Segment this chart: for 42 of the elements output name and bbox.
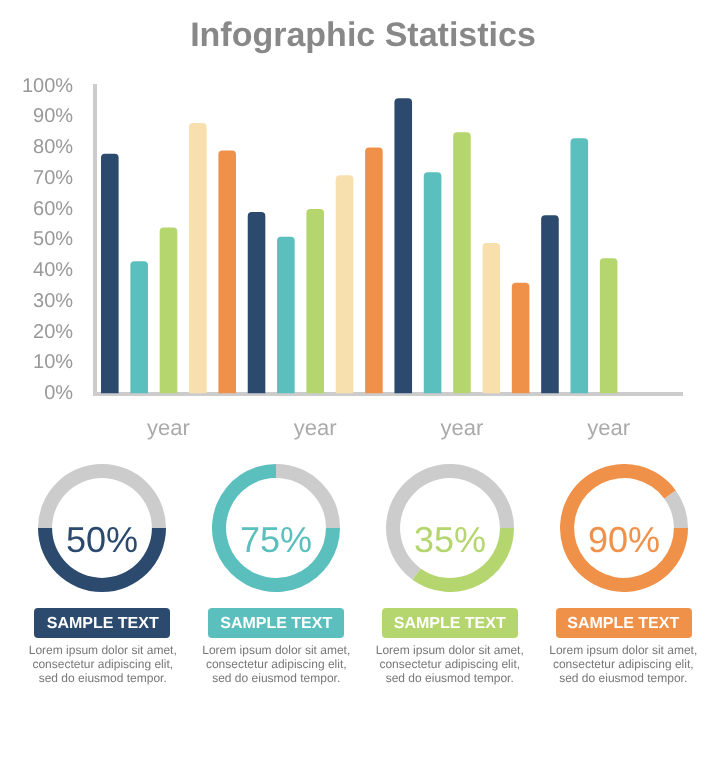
x-tick-label: year	[293, 416, 338, 441]
bar	[218, 150, 236, 394]
y-tick-label: 10%	[33, 352, 74, 375]
bar	[247, 212, 266, 394]
y-tick-label: 50%	[33, 229, 74, 252]
text: SAMPLE TEXT	[555, 608, 692, 638]
bar	[159, 227, 178, 394]
bar	[335, 175, 354, 394]
data-label: 35%	[413, 519, 486, 560]
bar	[189, 122, 207, 394]
y-tick-label: 40%	[33, 260, 74, 283]
data-label: 90%	[587, 519, 660, 560]
y-tick-label: 80%	[33, 137, 74, 160]
y-tick-label: 0%	[44, 383, 74, 406]
x-tick-label: year	[587, 416, 631, 441]
text: SAMPLE TEXT	[381, 608, 518, 638]
bar	[306, 209, 325, 394]
bar	[101, 153, 119, 394]
data-label: 75%	[240, 519, 313, 560]
bar	[570, 138, 589, 394]
bar	[394, 98, 413, 394]
bar	[599, 258, 618, 394]
text: SAMPLE TEXT	[34, 608, 171, 638]
chart-title: Infographic Statistics	[188, 16, 538, 56]
bar	[541, 215, 559, 394]
text: SAMPLE TEXT	[208, 608, 345, 638]
bar	[453, 132, 471, 394]
bar	[423, 172, 442, 394]
x-tick-label: year	[147, 416, 191, 441]
x-tick-label: year	[440, 416, 484, 441]
data-label: 50%	[66, 519, 139, 560]
y-tick-label: 90%	[33, 106, 74, 129]
y-tick-label: 60%	[33, 198, 74, 221]
bar	[277, 236, 295, 394]
y-tick-label: 70%	[33, 167, 74, 190]
y-tick-label: 100%	[22, 75, 74, 98]
bar	[511, 282, 530, 394]
y-tick-label: 20%	[33, 321, 74, 344]
y-tick-label: 30%	[33, 290, 74, 313]
bar	[130, 261, 148, 394]
bar	[365, 147, 383, 394]
bar	[482, 242, 501, 394]
